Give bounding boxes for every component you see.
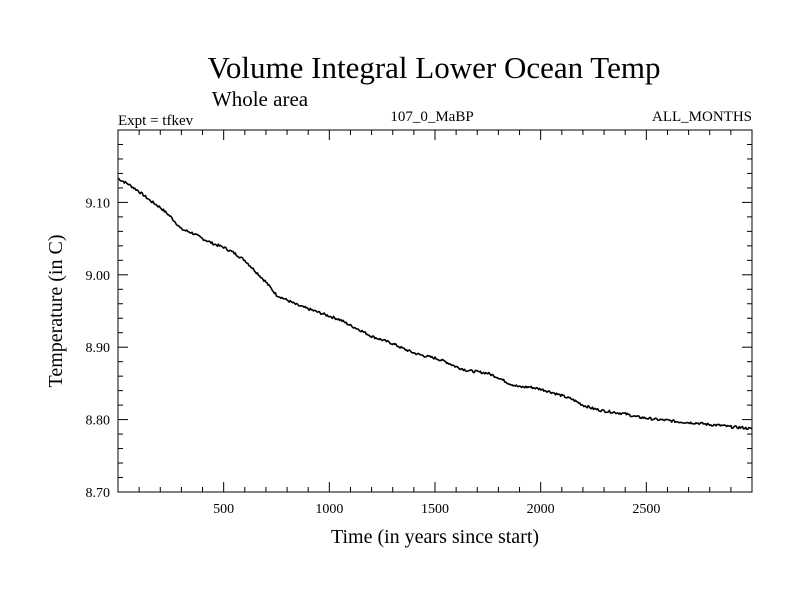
y-tick-label: 9.10 bbox=[86, 196, 111, 211]
y-tick-label: 9.00 bbox=[86, 269, 111, 284]
x-tick-label: 2000 bbox=[527, 502, 555, 517]
temperature-series-line bbox=[117, 177, 753, 431]
months-label: ALL_MONTHS bbox=[652, 109, 752, 125]
y-axis-label: Temperature (in C) bbox=[45, 235, 67, 388]
x-axis-label: Time (in years since start) bbox=[331, 526, 539, 548]
x-tick-label: 1000 bbox=[315, 502, 343, 517]
x-tick-label: 2500 bbox=[632, 502, 660, 517]
y-tick-label: 8.70 bbox=[86, 486, 111, 501]
chart-title: Volume Integral Lower Ocean Temp bbox=[208, 50, 661, 85]
y-tick-label: 8.80 bbox=[86, 414, 111, 429]
x-tick-label: 500 bbox=[213, 502, 234, 517]
axis-tick-labels: 500 1000 1500 2000 2500 8.70 8.80 8.90 9.00 9.10 bbox=[86, 196, 661, 517]
period-label: 107_0_MaBP bbox=[390, 109, 473, 125]
plot-frame bbox=[117, 129, 753, 493]
chart-subtitle: Whole area bbox=[212, 87, 309, 111]
axis-ticks bbox=[118, 130, 752, 492]
y-tick-label: 8.90 bbox=[86, 341, 111, 356]
x-tick-label: 1500 bbox=[421, 502, 449, 517]
experiment-label: Expt = tfkev bbox=[118, 113, 194, 129]
